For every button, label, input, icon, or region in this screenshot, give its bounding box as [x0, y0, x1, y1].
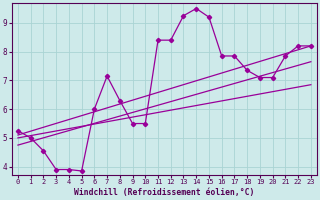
- X-axis label: Windchill (Refroidissement éolien,°C): Windchill (Refroidissement éolien,°C): [74, 188, 255, 197]
